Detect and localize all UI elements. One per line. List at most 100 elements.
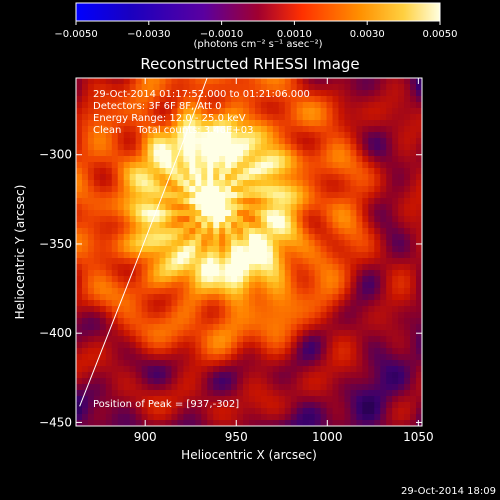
heatmap-cell [308,336,316,343]
heatmap-cell [398,138,405,145]
heatmap-cell [290,210,298,217]
heatmap-cell [272,180,280,187]
heatmap-cell [129,288,137,295]
heatmap-cell [141,270,149,277]
colorbar: −0.0050 −0.0030 −0.0010 0.0010 0.0030 0.0050 … [54,2,458,50]
heatmap-cell [195,300,202,307]
heatmap-cell [81,342,89,349]
heatmap-cell [249,408,256,415]
heatmap-cell [207,324,214,331]
heatmap-cell [153,258,161,265]
heatmap-cell [177,366,184,373]
heatmap-cell [266,108,274,115]
heatmap-cell [368,210,375,217]
heatmap-cell [302,114,310,121]
heatmap-cell [183,372,190,379]
heatmap-cell [123,300,131,307]
heatmap-cell [404,216,411,223]
heatmap-cell [207,138,214,145]
heatmap-cell [195,420,202,426]
heatmap-cell [117,288,125,295]
heatmap-cell [111,264,119,271]
heatmap-cell [260,312,268,319]
heatmap-cell [135,318,143,325]
heatmap-cell [272,300,280,307]
heatmap-cell [147,324,155,331]
heatmap-cell [117,228,125,235]
heatmap-cell [284,336,292,343]
heatmap-cell [213,102,220,109]
heatmap-cell [368,156,375,163]
heatmap-cell [117,180,125,187]
heatmap-cell [398,126,405,133]
heatmap-cell [189,246,196,253]
heatmap-cell [159,198,167,205]
heatmap-cell [129,318,137,325]
heatmap-cell [129,306,137,313]
heatmap-cell [249,192,256,199]
heatmap-cell [278,108,286,115]
heatmap-cell [105,228,113,235]
heatmap-cell [213,318,220,325]
heatmap-cell [129,270,137,277]
heatmap-cell [320,324,328,331]
heatmap-cell [135,342,143,349]
heatmap-cell [338,288,346,295]
heatmap-cell [296,348,304,355]
heatmap-cell [93,294,101,301]
heatmap-cell [141,258,149,265]
heatmap-cell [81,360,89,367]
heatmap-cell [332,288,340,295]
heatmap-cell [177,162,184,169]
heatmap-cell [219,234,226,241]
heatmap-cell [392,150,399,157]
heatmap-cell [320,90,328,97]
heatmap-cell [135,336,143,343]
heatmap-cell [105,330,113,337]
heatmap-cell [159,174,167,181]
heatmap-cell [326,180,334,187]
heatmap-cell [290,204,298,211]
heatmap-cell [123,186,131,193]
heatmap-cell [332,414,340,421]
y-axis-ticks: −300−350−400−450 [39,148,422,429]
heatmap-cell [290,114,298,121]
heatmap-cell [416,288,422,295]
heatmap-cell [99,270,107,277]
heatmap-cell [350,204,357,211]
heatmap-cell [284,324,292,331]
heatmap-cell [249,138,256,145]
heatmap-cell [243,360,250,367]
heatmap-cell [308,96,316,103]
heatmap-cell [189,198,196,205]
heatmap-cell [165,240,173,247]
heatmap-cell [344,348,352,355]
heatmap-cell [260,144,268,151]
heatmap-cell [147,120,155,127]
heatmap-cell [195,414,202,421]
heatmap-cell [243,366,250,373]
heatmap-cell [278,156,286,163]
heatmap-cell [153,324,161,331]
heatmap-cell [308,204,316,211]
heatmap-cell [93,264,101,271]
heatmap-cell [195,102,202,109]
heatmap-cell [254,186,262,193]
heatmap-cell [189,168,196,175]
heatmap-cell [183,186,190,193]
heatmap-cell [147,258,155,265]
heatmap-cell [219,132,226,139]
heatmap-cell [195,312,202,319]
heatmap-cell [219,282,226,289]
heatmap-cell [123,354,131,361]
heatmap-cell [177,270,184,277]
heatmap-cell [386,132,393,139]
heatmap-cell [362,222,369,229]
heatmap-cell [141,312,149,319]
heatmap-cell [243,264,250,271]
heatmap-cell [332,234,340,241]
heatmap-cell [278,186,286,193]
heatmap-cell [213,246,220,253]
heatmap-cell [272,228,280,235]
heatmap-cell [410,390,417,397]
